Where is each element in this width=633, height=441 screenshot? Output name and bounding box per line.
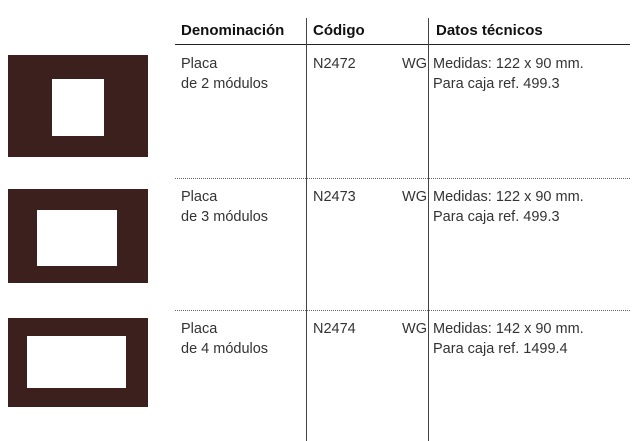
row-separator	[175, 310, 630, 311]
product-code: N2472	[313, 56, 356, 72]
product-spec: Para caja ref. 1499.4	[433, 341, 568, 357]
product-name: de 2 módulos	[181, 76, 269, 92]
column-header: Denominación	[181, 22, 285, 39]
plate-opening	[52, 79, 104, 136]
product-finish: WG	[402, 189, 427, 205]
plate-image	[8, 318, 148, 407]
product-name: de 3 módulos	[181, 209, 269, 225]
column-header: Código	[313, 22, 365, 39]
product-spec: Medidas: 142 x 90 mm.	[433, 321, 584, 337]
product-finish: WG	[402, 321, 427, 337]
product-name: Placa	[181, 56, 218, 72]
product-name: Placa	[181, 321, 218, 337]
product-spec: Para caja ref. 499.3	[433, 76, 560, 92]
column-header: Datos técnicos	[436, 22, 543, 39]
product-spec: Medidas: 122 x 90 mm.	[433, 189, 584, 205]
column-divider	[306, 18, 307, 441]
product-finish: WG	[402, 56, 427, 72]
plate-opening	[37, 210, 117, 266]
header-rule	[175, 44, 630, 45]
product-code: N2474	[313, 321, 356, 337]
product-name: Placa	[181, 189, 218, 205]
product-name: de 4 módulos	[181, 341, 269, 357]
plate-image	[8, 189, 148, 283]
row-separator	[175, 178, 630, 179]
plate-image	[8, 55, 148, 157]
plate-opening	[27, 336, 126, 388]
product-code: N2473	[313, 189, 356, 205]
product-spec: Para caja ref. 499.3	[433, 209, 560, 225]
column-divider	[428, 18, 429, 441]
product-spec: Medidas: 122 x 90 mm.	[433, 56, 584, 72]
